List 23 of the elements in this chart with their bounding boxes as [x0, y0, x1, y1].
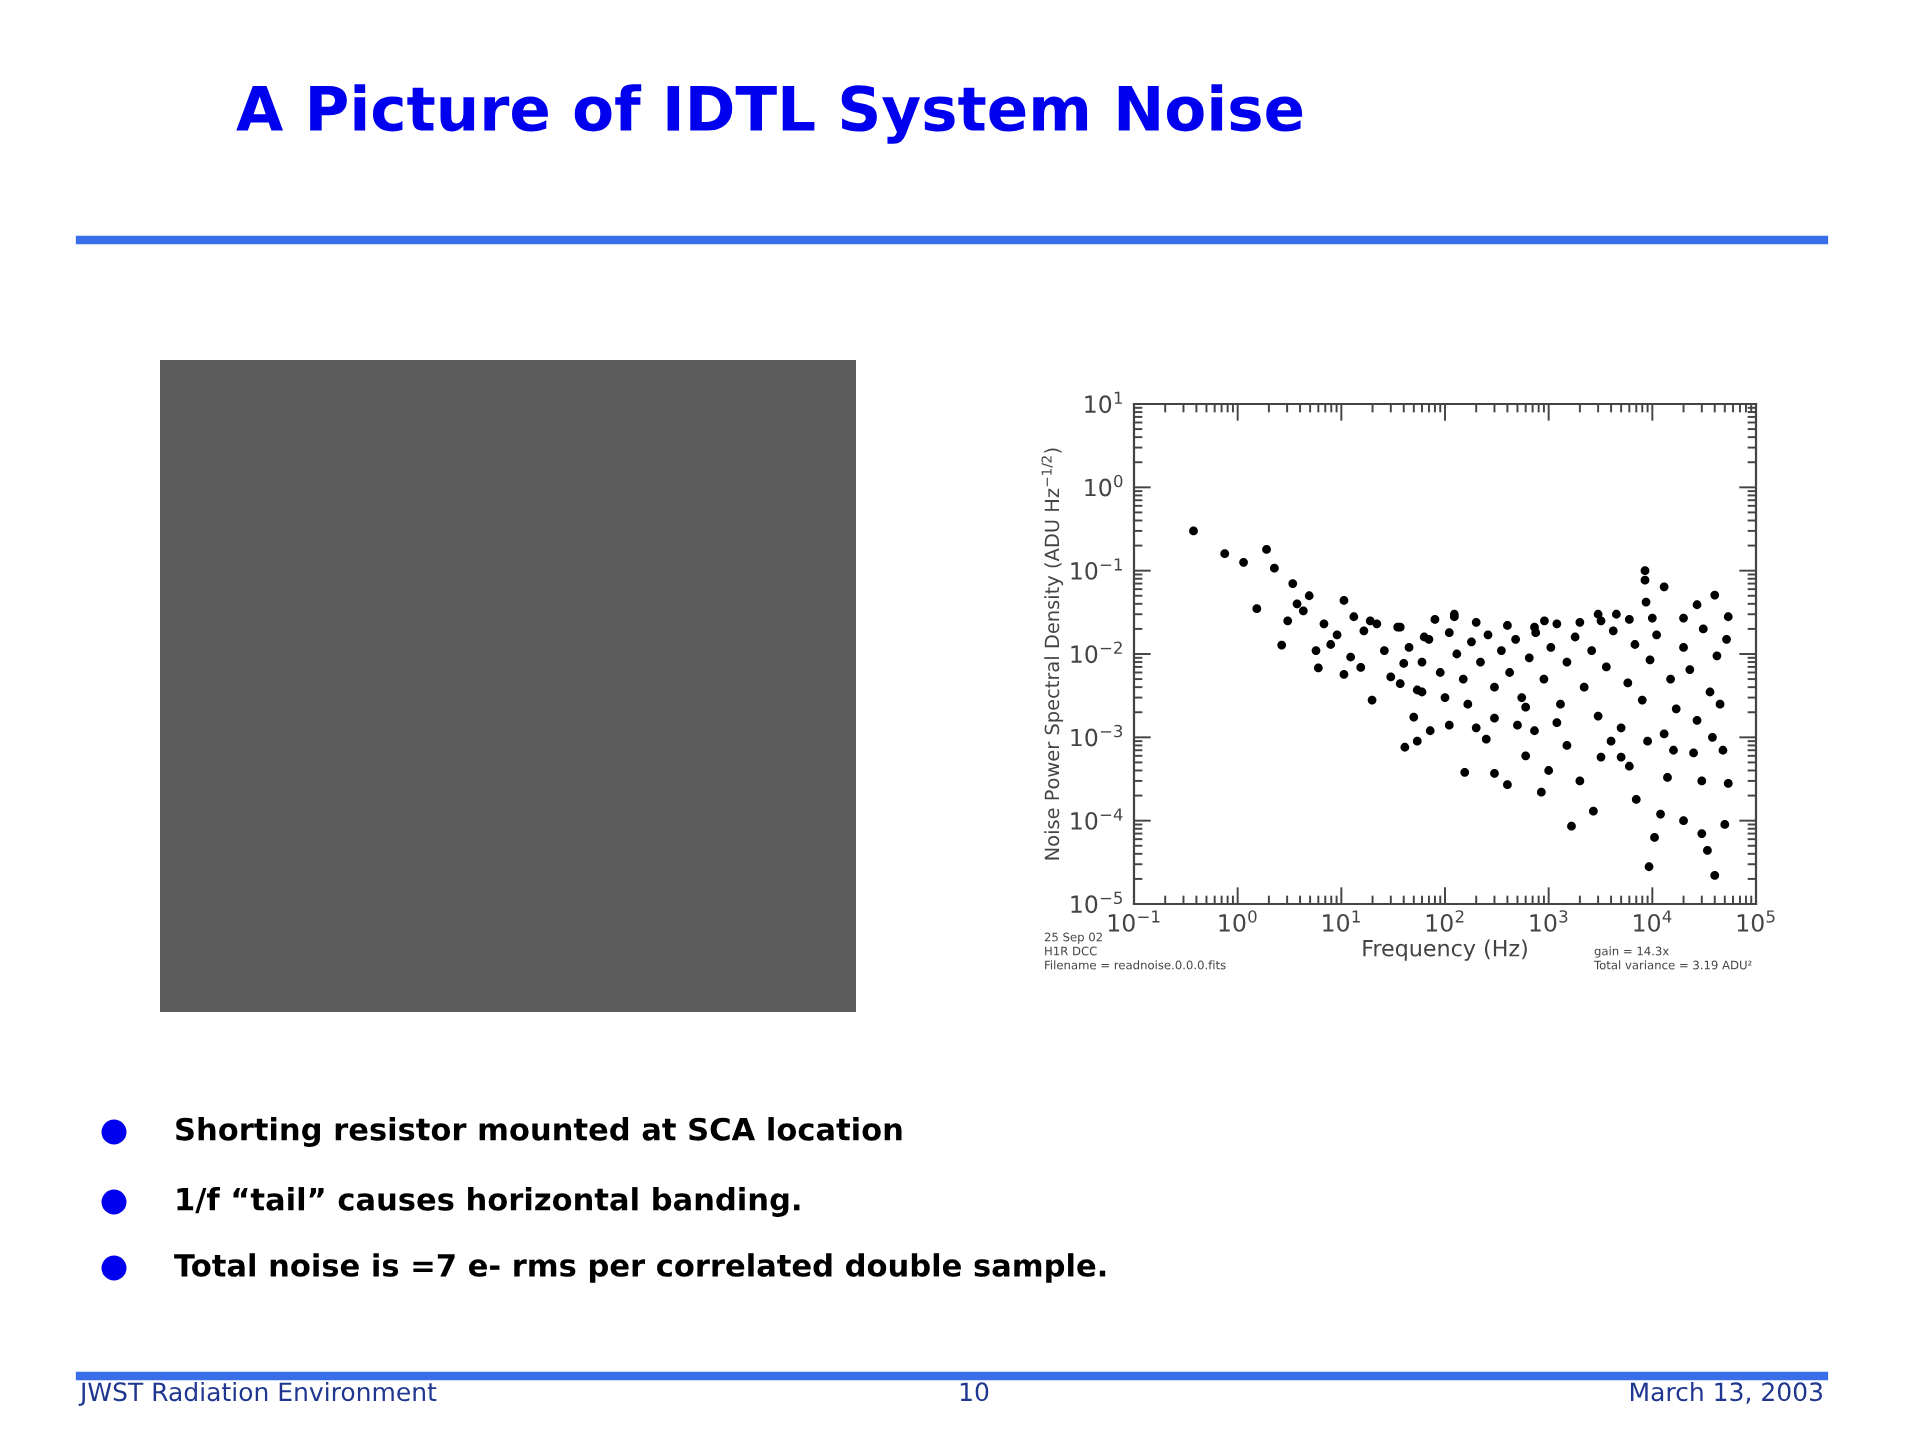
y-tick-label: 10$^{−3}$ — [1071, 724, 1123, 747]
x-tick-label: 10$^{3}$ — [1530, 910, 1568, 932]
x-tick-label: 10$^{1}$ — [1323, 910, 1360, 932]
x-tick-label: 10$^{4}$ — [1634, 910, 1672, 932]
text: 1/f “tail” causes horizontal banding. — [177, 1187, 800, 1217]
x-tick-label: 10$^{−1}$ — [1108, 910, 1160, 932]
y-axis-title: Noise Power Spectral Density (ADU Hz$^{−1/2}$) — [1041, 448, 1064, 860]
y-tick-label: 10$^{1}$ — [1085, 391, 1122, 414]
y-tick-label: 10$^{−5}$ — [1071, 891, 1122, 914]
y-tick-label: 10$^{−2}$ — [1071, 641, 1122, 664]
x-tick-label: 10$^{2}$ — [1426, 910, 1464, 932]
y-tick-label: 10$^{−1}$ — [1071, 558, 1122, 580]
x-axis-title: Frequency (Hz) — [1363, 939, 1527, 961]
text: Total noise is =7 e- rms per correlated double sample. — [174, 1253, 1106, 1283]
x-tick-label: 10$^{5}$ — [1737, 910, 1775, 932]
text: Shorting resistor mounted at SCA location — [176, 1117, 902, 1147]
y-tick-label: 10$^{−4}$ — [1071, 808, 1123, 830]
text: 10 — [960, 1382, 989, 1402]
text: JWST Radiation Environment — [78, 1381, 437, 1406]
text: March 13, 2003 — [1630, 1381, 1822, 1404]
x-tick-label: 10$^{0}$ — [1219, 910, 1257, 932]
chart-title: A Picture of IDTL System Noise — [236, 84, 1303, 144]
y-tick-label: 10$^{0}$ — [1085, 474, 1123, 497]
